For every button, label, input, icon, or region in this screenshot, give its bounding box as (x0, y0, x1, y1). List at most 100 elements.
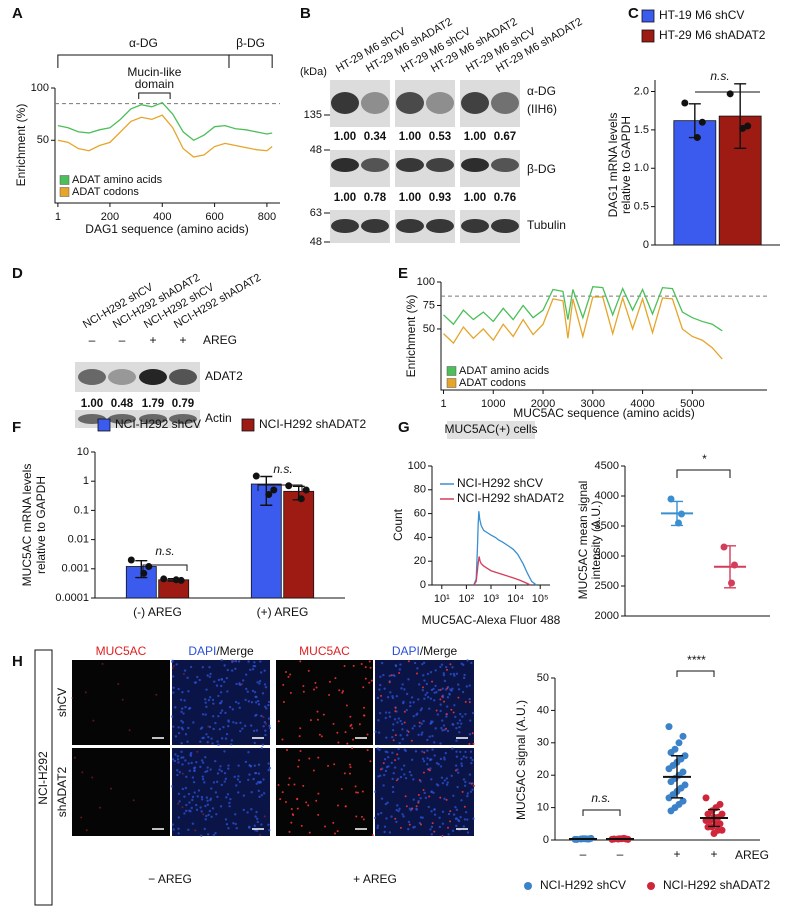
nucleus-speckle (244, 673, 248, 676)
signal-speckle (441, 695, 444, 698)
chart-title: MUC5AC(+) cells (444, 422, 537, 436)
nucleus-speckle (228, 805, 231, 808)
nucleus-speckle (220, 709, 224, 712)
nucleus-speckle (228, 801, 231, 805)
signal-speckle (336, 804, 339, 807)
y-tick-label: 100 (31, 82, 49, 94)
signal-speckle (85, 829, 88, 832)
nucleus-speckle (428, 707, 431, 710)
signal-speckle (362, 818, 365, 821)
nucleus-speckle (404, 749, 407, 753)
nucleus-speckle (447, 833, 450, 836)
nucleus-speckle (434, 727, 437, 730)
blot-band (108, 369, 136, 385)
signal-speckle (468, 743, 471, 746)
nucleus-speckle (238, 706, 241, 709)
nucleus-speckle (376, 696, 380, 700)
nucleus-speckle (463, 673, 466, 677)
nucleus-speckle (397, 717, 401, 720)
nucleus-speckle (456, 771, 460, 774)
nucleus-speckle (377, 731, 381, 734)
nucleus-speckle (247, 751, 250, 754)
data-point (140, 569, 148, 577)
nucleus-speckle (390, 815, 393, 818)
nucleus-speckle (441, 729, 444, 732)
nucleus-speckle (391, 785, 395, 789)
signal-speckle (403, 721, 406, 724)
nucleus-speckle (428, 735, 431, 738)
nucleus-speckle (247, 778, 250, 782)
nucleus-speckle (379, 675, 382, 678)
signal-speckle (287, 783, 290, 786)
data-point (297, 495, 305, 503)
nucleus-speckle (255, 810, 258, 814)
nucleus-speckle (207, 735, 210, 739)
nucleus-speckle (383, 757, 387, 761)
blot-band (361, 158, 389, 172)
y-tick-label: 30 (537, 737, 549, 749)
domain-bracket (138, 92, 171, 99)
y-tick-label: 20 (414, 555, 426, 567)
nucleus-speckle (439, 665, 442, 669)
nucleus-speckle (257, 789, 261, 793)
nucleus-speckle (421, 689, 425, 692)
nucleus-speckle (179, 698, 183, 701)
nucleus-speckle (439, 765, 443, 768)
nucleus-speckle (445, 777, 449, 780)
nucleus-speckle (252, 777, 255, 781)
nucleus-speckle (196, 675, 199, 679)
y-tick-label: 20 (537, 769, 549, 781)
signal-speckle (457, 696, 460, 699)
treatment-sign: – (119, 333, 126, 347)
signal-speckle (296, 797, 299, 800)
signal-speckle (328, 680, 331, 683)
quant-value: 1.00 (399, 192, 421, 204)
signal-speckle (417, 801, 420, 804)
nucleus-speckle (468, 733, 472, 736)
x-tick-label: 1 (440, 398, 446, 410)
quant-value: 0.78 (364, 192, 387, 204)
blot-band (139, 369, 167, 385)
signal-speckle (286, 748, 289, 751)
signal-speckle (315, 686, 318, 689)
nucleus-speckle (172, 686, 175, 689)
condition-label: − AREG (148, 872, 192, 886)
nucleus-speckle (260, 671, 263, 674)
nucleus-speckle (466, 794, 469, 798)
series-line (443, 285, 723, 332)
nucleus-speckle (427, 805, 430, 809)
nucleus-speckle (185, 803, 188, 807)
signal-speckle (371, 834, 374, 837)
nucleus-speckle (386, 801, 389, 804)
nucleus-speckle (212, 702, 215, 705)
blot-band (331, 219, 359, 233)
signal-speckle (418, 721, 421, 724)
nucleus-speckle (239, 729, 242, 733)
x-tick-label: 5000 (680, 398, 704, 410)
signal-speckle (177, 802, 180, 805)
nucleus-speckle (407, 678, 410, 681)
nucleus-speckle (206, 803, 210, 806)
nucleus-speckle (403, 773, 406, 776)
nucleus-speckle (184, 786, 188, 790)
nucleus-speckle (170, 785, 174, 788)
signal-speckle (240, 683, 243, 686)
nucleus-speckle (237, 764, 240, 767)
nucleus-speckle (433, 808, 436, 811)
signal-speckle (132, 799, 135, 802)
nucleus-speckle (397, 747, 400, 751)
signal-speckle (446, 826, 449, 829)
nucleus-speckle (469, 790, 473, 793)
nucleus-speckle (213, 680, 216, 683)
nucleus-speckle (171, 758, 175, 761)
nucleus-speckle (431, 734, 434, 738)
blot-band (491, 219, 519, 233)
nucleus-speckle (232, 822, 235, 825)
signal-speckle (364, 666, 367, 669)
signal-speckle (394, 734, 397, 737)
nucleus-speckle (177, 832, 180, 835)
signal-speckle (348, 763, 351, 766)
y-tick-label: 0 (543, 834, 549, 846)
nucleus-speckle (225, 732, 229, 736)
significance-label: * (702, 452, 707, 466)
